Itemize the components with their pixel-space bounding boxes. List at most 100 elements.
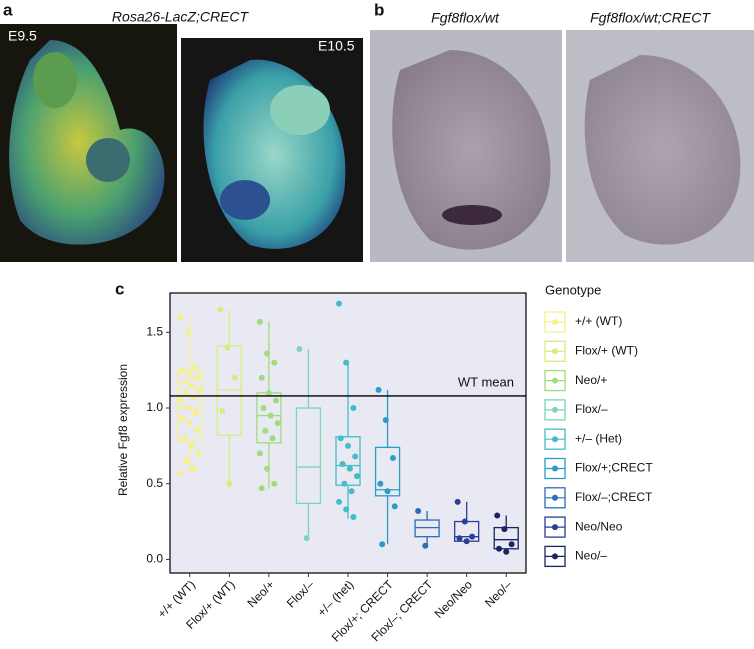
data-point [496,545,503,552]
data-point [271,359,278,366]
data-point [186,420,193,427]
data-point [269,435,276,442]
data-point [384,488,391,495]
legend-label: Neo/Neo [575,519,623,533]
data-point [271,480,278,487]
data-point [183,458,190,464]
data-point [195,386,202,393]
data-point [343,506,350,513]
data-point [186,371,193,378]
panel-label: c [115,279,124,298]
data-point [463,538,470,545]
panel-title: Fgf8flox/wt;CRECT [590,10,711,26]
data-point [375,386,382,393]
box [414,519,440,538]
data-point [336,300,342,307]
x-tick-label: Neo/Neo [432,577,476,621]
data-point [350,514,357,520]
data-point [345,442,351,449]
panel-label: a [3,0,13,19]
data-point [231,374,238,381]
legend-label: Neo/– [575,549,607,563]
data-point [260,405,267,412]
x-tick-label: Neo/– [482,577,515,610]
data-point [188,382,195,389]
box [374,446,401,497]
legend-key-point [552,377,558,384]
data-point [391,503,398,510]
legend-label: +/+ (WT) [575,314,622,328]
data-point [341,480,348,487]
y-tick-label: 0.5 [146,476,163,490]
data-point [183,389,190,396]
data-point [336,498,342,505]
x-tick-label: Flox/– [284,577,317,610]
data-point [503,548,510,555]
x-tick-label: Neo/+ [244,577,277,610]
data-point [226,480,233,487]
legend-label: Flox/+;CRECT [575,461,653,475]
data-point [224,344,231,351]
data-point [267,412,274,419]
legend-key-point [552,465,558,472]
panel-a-images [0,24,363,262]
data-point [179,367,186,374]
data-point [265,389,272,396]
legend-label: Flox/– [575,402,608,416]
legend-key-point [552,319,558,325]
data-point [389,454,396,461]
data-point [348,488,355,495]
data-point [303,535,310,542]
box [295,407,322,505]
data-point [177,397,184,404]
data-point [501,526,508,533]
data-point [256,318,263,325]
legend-key-point [552,406,558,413]
data-point [456,535,463,542]
legend-key-point [552,524,558,531]
legend-label: Flox/+ (WT) [575,343,638,357]
reference-label: WT mean [458,374,514,389]
legend-key-point [552,494,558,501]
panel-title: Fgf8flox/wt [431,10,500,26]
data-point [184,329,191,336]
legend-key-point [552,553,558,560]
data-point [258,374,265,381]
data-point [193,374,200,381]
data-point [190,465,197,472]
data-point [354,473,360,480]
data-point [461,518,468,525]
y-tick-label: 1.5 [146,325,163,339]
data-point [177,470,184,477]
data-point [377,480,384,487]
data-point [382,417,389,424]
data-point [379,541,386,548]
data-point [219,408,226,415]
y-axis-label: Relative Fgf8 expression [116,364,130,496]
data-point [256,450,263,457]
data-point [494,512,501,519]
legend-label: +/– (Het) [575,431,622,445]
data-point [188,442,195,449]
data-point [415,507,422,514]
data-point [352,453,359,460]
legend-label: Flox/–;CRECT [575,490,653,504]
stage-label: E10.5 [318,38,355,54]
data-point [350,405,357,412]
y-tick-label: 1.0 [146,400,163,414]
data-point [508,541,515,548]
data-point [454,498,461,505]
data-point [337,435,344,442]
data-point [177,314,184,321]
data-point [262,427,269,434]
data-point [273,397,280,404]
data-point [264,350,271,357]
panel-b-images [370,30,754,262]
data-point [181,435,188,442]
panel-label: b [374,0,384,19]
y-tick-label: 0.0 [146,552,163,566]
data-point [258,485,265,492]
data-point [179,415,186,422]
box [177,369,203,442]
